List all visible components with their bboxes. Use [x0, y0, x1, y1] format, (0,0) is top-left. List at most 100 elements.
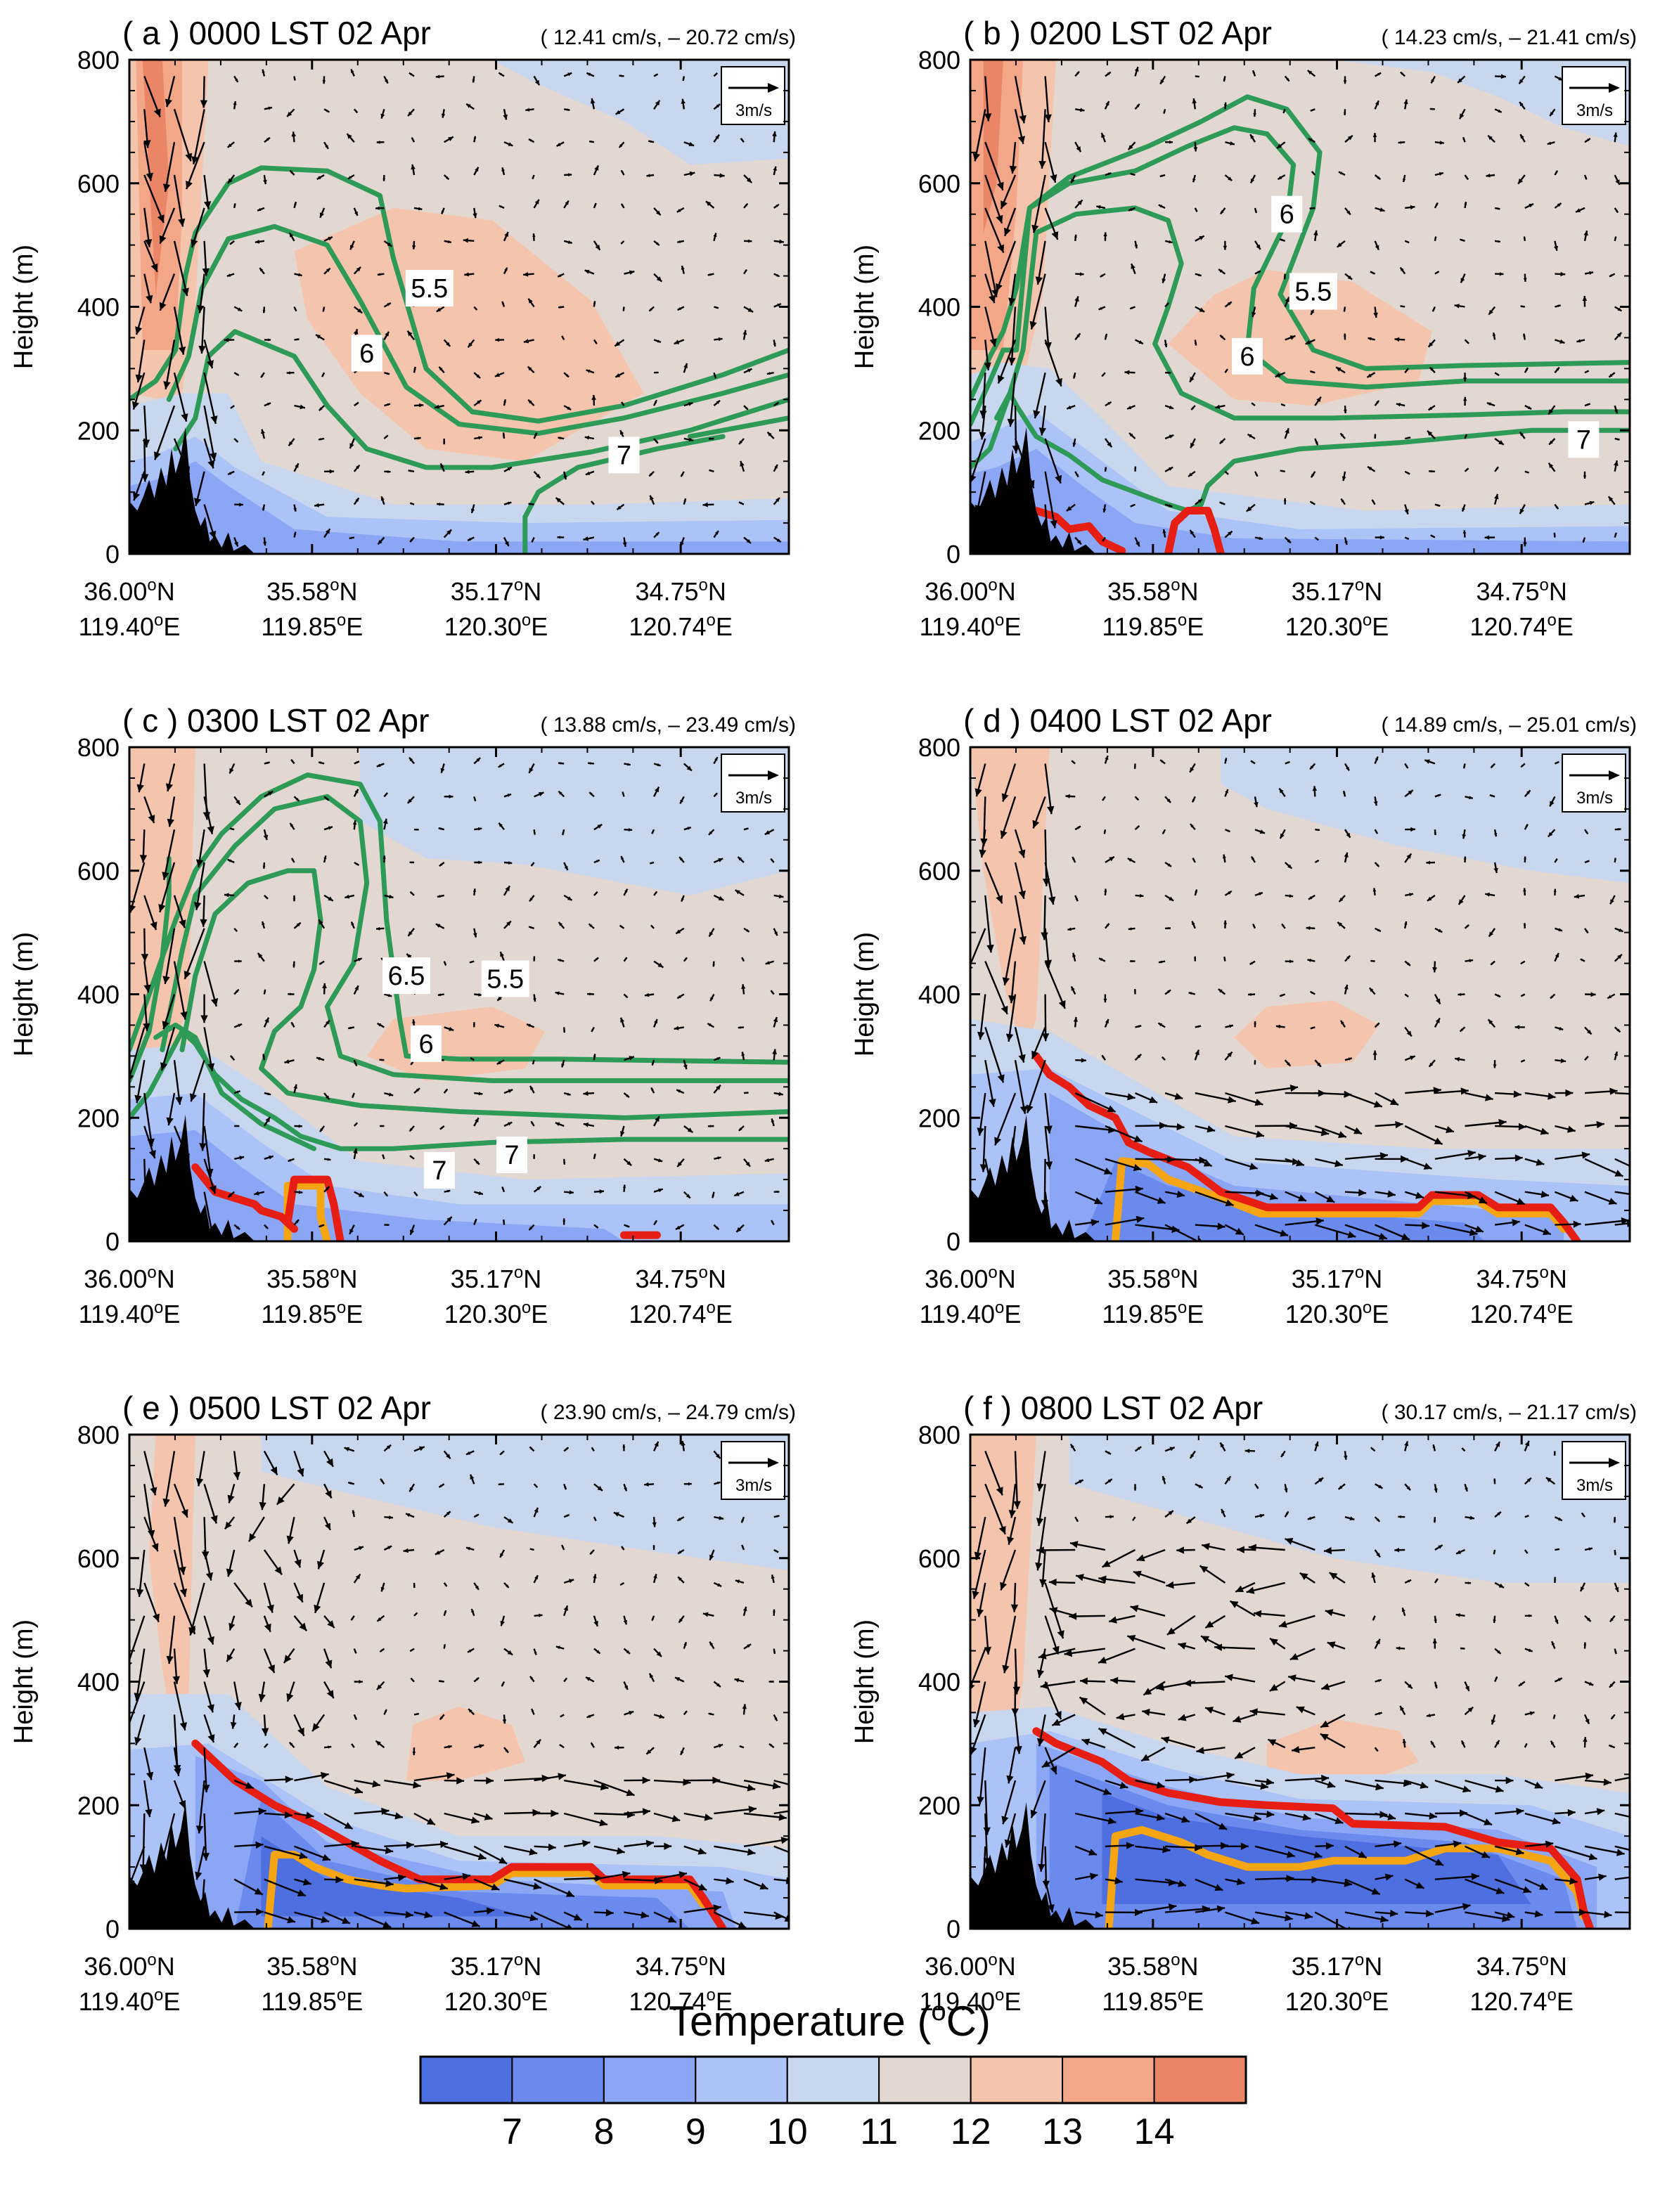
y-tick-label: 400 [918, 981, 960, 1009]
panel-vector-mean: ( 12.41 cm/s, – 20.72 cm/s) [541, 26, 796, 49]
x-tick-degree: o [337, 1298, 346, 1317]
x-tick-degree: o [995, 611, 1004, 630]
colorbar-bin [695, 2057, 787, 2103]
x-tick-lon-value: 120.30 [444, 1987, 522, 2016]
y-tick-label: 200 [77, 1791, 120, 1820]
x-tick-label-lon: 120.30oE [1285, 611, 1389, 641]
x-tick-lon-value: 119.85 [261, 1987, 336, 2016]
x-tick-degree: o [330, 1263, 339, 1282]
colorbar-title-end: C) [946, 1998, 991, 2045]
x-tick-lat-suffix: N [1364, 1265, 1382, 1293]
y-tick-label: 200 [918, 1104, 960, 1132]
x-tick-degree: o [988, 1951, 997, 1970]
wind-vector-head [1634, 1873, 1642, 1880]
panel-title: ( e ) 0500 LST 02 Apr [122, 1390, 431, 1426]
x-tick-degree: o [1171, 1263, 1180, 1282]
x-tick-label-lat: 34.75oN [635, 1951, 726, 1981]
x-tick-lat-suffix: N [1549, 577, 1567, 606]
contour-label: 7 [617, 441, 631, 470]
y-axis-label: Height (m) [9, 932, 39, 1056]
y-tick-label: 600 [918, 169, 960, 198]
x-tick-degree: o [522, 611, 531, 630]
x-tick-label-lon: 119.85oE [1102, 1986, 1204, 2016]
wind-vector-head [1635, 1815, 1643, 1822]
x-tick-lat-suffix: N [523, 1265, 541, 1293]
x-tick-label-lat: 35.58oN [1107, 1263, 1198, 1293]
x-tick-label-lon: 120.30oE [444, 611, 548, 641]
y-tick-label: 0 [946, 540, 960, 569]
x-tick-lon-suffix: E [1004, 612, 1021, 641]
x-tick-lat-suffix: N [1181, 577, 1199, 606]
x-tick-lon-value: 120.30 [444, 612, 522, 641]
x-tick-lon-suffix: E [716, 1300, 733, 1328]
wind-vector-head [1029, 1958, 1036, 1967]
x-tick-label-lat: 35.17oN [451, 1263, 541, 1293]
y-tick-label: 800 [918, 1421, 960, 1449]
x-tick-degree: o [1171, 1951, 1180, 1970]
panel-title: ( f ) 0800 LST 02 Apr [963, 1390, 1263, 1426]
y-axis-label: Height (m) [9, 245, 39, 369]
y-tick-label: 600 [77, 857, 120, 886]
x-tick-label-lon: 119.85oE [261, 1986, 363, 2016]
x-tick-lat-value: 35.58 [1107, 1265, 1171, 1293]
x-tick-lat-value: 36.00 [925, 1952, 988, 1981]
panel-vector-mean: ( 13.88 cm/s, – 23.49 cm/s) [541, 713, 796, 737]
panel-title: ( b ) 0200 LST 02 Apr [963, 15, 1272, 51]
x-tick-degree: o [1178, 611, 1187, 630]
x-tick-label-lat: 35.58oN [1107, 576, 1198, 606]
x-tick-lat-value: 36.00 [84, 1952, 147, 1981]
x-tick-lat-value: 34.75 [1476, 577, 1539, 606]
y-tick-label: 800 [77, 46, 120, 75]
wind-vector-head [1650, 1091, 1658, 1098]
wind-vector-head [1050, 1244, 1057, 1253]
y-axis-label: Height (m) [9, 1619, 39, 1744]
x-tick-degree: o [1355, 1263, 1364, 1282]
contour-label: 6 [1240, 342, 1254, 372]
y-tick-label: 200 [77, 416, 120, 445]
x-tick-lat-value: 35.58 [266, 577, 330, 606]
x-tick-degree: o [522, 1298, 531, 1317]
y-tick-label: 800 [77, 733, 120, 762]
x-tick-label-lat: 35.58oN [266, 1263, 357, 1293]
x-tick-degree: o [988, 576, 997, 595]
y-tick-label: 800 [77, 1421, 120, 1449]
x-tick-lon-value: 120.30 [1285, 1300, 1363, 1328]
x-tick-lon-value: 119.40 [920, 1300, 995, 1328]
x-tick-lat-value: 34.75 [635, 577, 698, 606]
x-tick-degree: o [154, 1298, 163, 1317]
x-tick-degree: o [1540, 576, 1549, 595]
x-tick-label-lat: 35.58oN [266, 1951, 357, 1981]
x-tick-lat-suffix: N [998, 577, 1016, 606]
x-tick-lon-value: 120.30 [1285, 612, 1363, 641]
x-tick-lon-value: 119.85 [1102, 1987, 1177, 2016]
x-tick-degree: o [330, 576, 339, 595]
x-tick-label-lat: 34.75oN [1476, 1951, 1567, 1981]
colorbar-bin [1062, 2057, 1154, 2103]
reference-vector-label: 3m/s [735, 101, 772, 120]
contour-label: 5.5 [411, 274, 448, 304]
wind-vector-head [805, 1856, 813, 1863]
x-tick-lat-suffix: N [1181, 1952, 1199, 1981]
x-tick-degree: o [1363, 1298, 1372, 1317]
x-tick-lat-suffix: N [998, 1952, 1016, 1981]
x-tick-lat-suffix: N [157, 1265, 175, 1293]
x-tick-label-lon: 119.40oE [79, 611, 181, 641]
colorbar-tick-label: 11 [860, 2111, 898, 2152]
x-tick-label-lon: 120.74oE [629, 611, 732, 641]
contour-label: 5.5 [1294, 278, 1332, 307]
x-tick-lon-value: 120.74 [1469, 612, 1547, 641]
contour-label: 7 [1576, 425, 1591, 455]
x-tick-lon-value: 119.85 [261, 1300, 336, 1328]
wind-vector-head [1643, 1170, 1652, 1176]
panel-title: ( a ) 0000 LST 02 Apr [122, 15, 431, 51]
y-tick-label: 400 [918, 1668, 960, 1697]
x-tick-label-lat: 35.17oN [1292, 576, 1382, 606]
x-tick-lon-suffix: E [1372, 1300, 1389, 1328]
y-tick-label: 0 [946, 1227, 960, 1256]
x-tick-lat-suffix: N [708, 577, 726, 606]
x-tick-lon-suffix: E [163, 1987, 180, 2016]
x-tick-lat-value: 35.17 [1292, 1265, 1355, 1293]
x-tick-degree: o [514, 1263, 523, 1282]
x-tick-degree: o [154, 1986, 163, 2005]
